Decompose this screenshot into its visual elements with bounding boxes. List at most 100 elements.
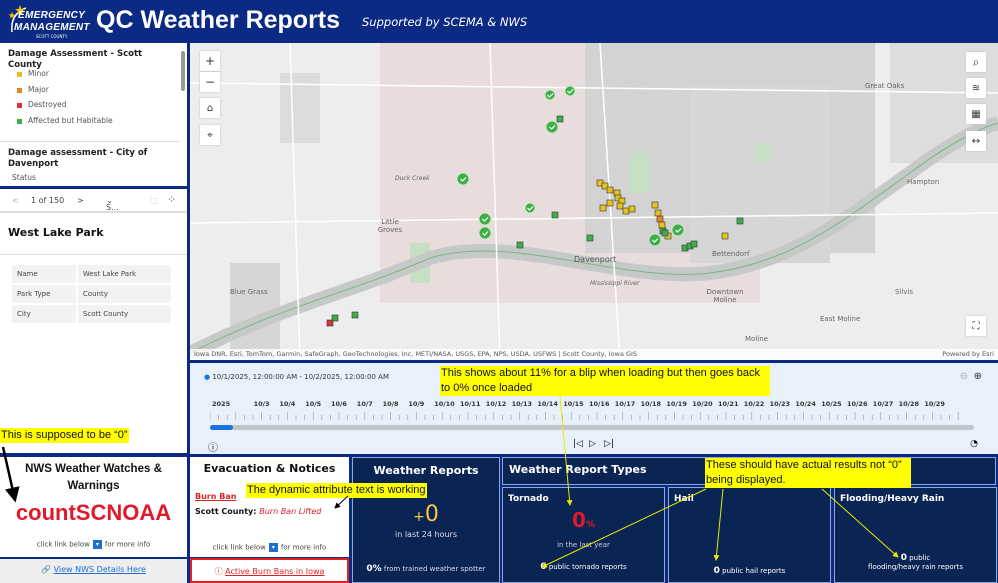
clear-selection-icon[interactable]: ⬚ — [150, 196, 158, 205]
map-view[interactable]: Great Oaks Hampton Davenport Bettendorf … — [190, 43, 998, 360]
legend-panel: Damage Assessment - Scott County Minor M… — [0, 43, 187, 186]
report-marker[interactable] — [545, 120, 559, 134]
prev-button[interactable]: < — [12, 196, 19, 205]
zoom-in-button[interactable]: + — [200, 51, 220, 71]
zoom-in-time-icon[interactable]: ⊕ — [973, 371, 982, 382]
damage-marker[interactable] — [601, 182, 609, 190]
tick-label: 10/28 — [898, 400, 920, 408]
search-icon[interactable]: ⌕ — [966, 52, 986, 72]
legend-group-title: Damage Assessment - Scott County — [8, 49, 143, 70]
report-marker[interactable] — [456, 172, 470, 186]
damage-marker[interactable] — [351, 311, 359, 319]
tick-label: 10/21 — [718, 400, 739, 408]
next-button[interactable]: > — [77, 196, 84, 205]
burn-bans-link[interactable]: ⓘ Active Burn Bans in Iowa — [190, 558, 349, 583]
fullscreen-icon[interactable]: ⛶ — [966, 316, 986, 336]
report-marker[interactable] — [648, 233, 662, 247]
damage-marker[interactable] — [331, 314, 339, 322]
feature-pager: < 1 of 150 > S... ⌄ ⬚ ⁘ — [0, 189, 187, 213]
flood-count: 0 public flooding/heavy rain reports — [868, 553, 963, 571]
report-marker[interactable] — [478, 212, 492, 226]
damage-marker[interactable] — [516, 241, 524, 249]
tick-label: 10/24 — [795, 400, 816, 408]
zoom-out-button[interactable]: − — [200, 72, 220, 92]
next-icon[interactable]: ▷| — [604, 439, 614, 449]
damage-marker[interactable] — [651, 201, 659, 209]
damage-marker[interactable] — [658, 221, 666, 229]
qr-code-icon[interactable]: ▦ — [966, 104, 986, 124]
tick-label: 10/29 — [924, 400, 945, 408]
map-attribution: Iowa DNR, Esri, TomTom, Garmin, SafeGrap… — [190, 349, 998, 360]
damage-marker[interactable] — [599, 204, 607, 212]
tornado-card: Tornado 0% in the last year 0 public tor… — [502, 487, 665, 583]
report-marker[interactable] — [564, 85, 576, 97]
legend-scrollbar[interactable] — [181, 51, 185, 91]
report-marker[interactable] — [544, 89, 556, 101]
time-progress[interactable] — [210, 425, 233, 430]
table-row: Park Type County — [12, 284, 174, 305]
tick-label: 10/6 — [331, 400, 347, 408]
layers-icon[interactable]: ≋ — [966, 78, 986, 98]
damage-marker[interactable] — [606, 186, 614, 194]
nws-details-link[interactable]: 🔗 View NWS Details Here — [0, 559, 187, 583]
home-icon[interactable]: ⌂ — [200, 98, 220, 118]
page-title: QC Weather Reports — [96, 6, 341, 34]
info-icon[interactable]: ⓘ — [208, 443, 218, 454]
tick-label: 10/5 — [305, 400, 322, 408]
time-track[interactable] — [210, 425, 974, 430]
damage-marker[interactable] — [556, 115, 564, 123]
tick-label: 10/25 — [821, 400, 842, 408]
tick-label: 10/14 — [537, 400, 558, 408]
damage-marker[interactable] — [622, 207, 630, 215]
tick-label: 10/26 — [847, 400, 868, 408]
nws-count: countSCNOAA — [15, 500, 172, 525]
legend-group-title: Damage assessment - City of Davenport — [8, 148, 148, 169]
previous-icon[interactable]: |◁ — [573, 439, 583, 449]
evacuation-panel: Evacuation & Notices Burn Ban Scott Coun… — [190, 457, 349, 557]
annotation-evac: The dynamic attribute text is working — [246, 483, 427, 498]
burn-ban-link[interactable]: Burn Ban — [195, 492, 237, 501]
app-header: EMERGENCY MANAGEMENT SCOTT COUNTY QC Wea… — [0, 0, 998, 42]
annotation-types: These should have actual results not “0”… — [705, 458, 911, 488]
speed-icon[interactable]: ◔ — [970, 439, 978, 449]
tick-label: 10/23 — [769, 400, 791, 408]
feature-title: West Lake Park — [8, 226, 104, 239]
report-marker[interactable] — [524, 202, 536, 214]
hail-card: Hail 0 public hail reports — [668, 487, 831, 583]
locate-icon[interactable]: ⌖ — [200, 125, 220, 145]
grid-icon[interactable]: ⁘ — [167, 193, 177, 206]
nws-panel: NWS Weather Watches & Warnings countSCNO… — [0, 457, 187, 557]
damage-marker[interactable] — [616, 202, 624, 210]
table-row: Name West Lake Park — [12, 265, 174, 285]
evac-title: Evacuation & Notices — [203, 462, 336, 475]
damage-marker[interactable] — [690, 240, 698, 248]
damage-marker[interactable] — [721, 232, 729, 240]
damage-marker[interactable] — [586, 234, 594, 242]
tick-label: 10/12 — [485, 400, 507, 408]
play-icon[interactable]: ▷ — [589, 439, 596, 449]
tick-label: 2025 — [212, 400, 231, 408]
damage-marker[interactable] — [736, 217, 744, 225]
damage-marker[interactable] — [661, 229, 669, 237]
tick-label: 10/11 — [460, 400, 481, 408]
report-marker[interactable] — [478, 226, 492, 240]
report-marker[interactable] — [671, 223, 685, 237]
legend-item-affected: Affected but Habitable — [17, 116, 113, 125]
annotation-nws: This is supposed to be “0” — [0, 428, 129, 443]
measure-icon[interactable]: ↔ — [966, 131, 986, 151]
tick-label: 10/8 — [382, 400, 399, 408]
tick-label: 10/18 — [640, 400, 662, 408]
burn-ban-status: Scott County: Burn Ban Lifted — [195, 507, 322, 516]
tick-label: 10/27 — [872, 400, 894, 408]
zoom-out-time-icon[interactable]: ⊖ — [959, 371, 968, 382]
damage-marker[interactable] — [656, 215, 664, 223]
tick-label: 10/7 — [356, 400, 373, 408]
damage-marker[interactable] — [551, 211, 559, 219]
damage-marker[interactable] — [326, 319, 334, 327]
damage-marker[interactable] — [606, 199, 614, 207]
tick-label: 10/19 — [666, 400, 687, 408]
flood-card: Flooding/Heavy Rain 0 public flooding/hea… — [834, 487, 997, 583]
select-dropdown[interactable]: S... ⌄ — [106, 196, 119, 212]
damage-marker[interactable] — [654, 209, 662, 217]
damage-marker[interactable] — [628, 205, 636, 213]
